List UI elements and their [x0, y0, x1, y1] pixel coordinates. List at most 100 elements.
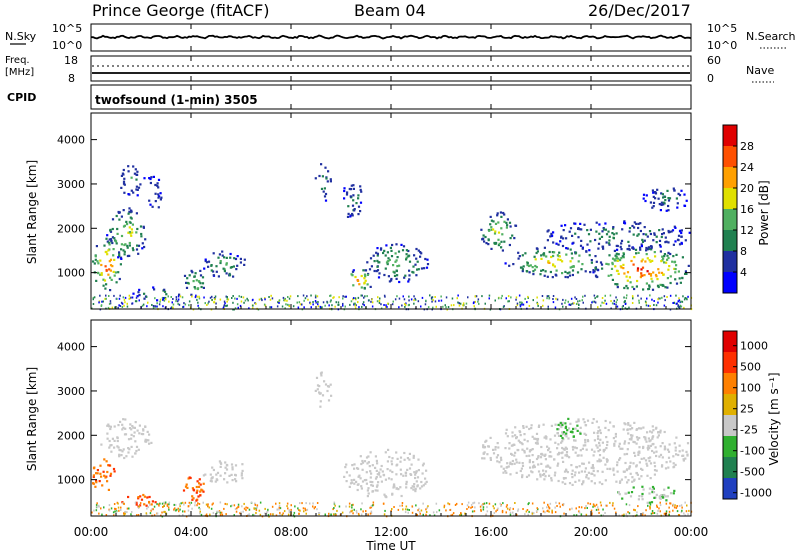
power-cell — [238, 295, 240, 298]
velocity-cell — [514, 451, 517, 454]
velocity-cell — [657, 434, 660, 437]
velocity-cell — [297, 507, 299, 510]
power-cell — [113, 274, 116, 277]
velocity-cell — [106, 437, 109, 440]
power-cell — [442, 305, 444, 308]
power-cell — [681, 300, 684, 303]
velocity-cell — [390, 463, 394, 466]
power-cell — [577, 236, 580, 239]
velocity-cell — [536, 439, 539, 442]
velocity-cell — [163, 501, 165, 504]
velocity-cell — [345, 505, 347, 508]
velocity-cell — [177, 507, 179, 510]
power-cell — [561, 302, 563, 305]
velocity-cell — [525, 425, 528, 428]
power-cell — [105, 294, 107, 297]
power-cell — [387, 257, 390, 260]
power-cell — [377, 276, 381, 279]
velocity-cell — [139, 502, 142, 505]
velocity-cell — [535, 442, 538, 445]
velocity-cell — [628, 467, 631, 470]
velocity-cell — [537, 463, 540, 466]
power-cell — [148, 177, 151, 180]
power-cell — [206, 304, 208, 306]
power-cell — [646, 235, 649, 238]
velocity-cell — [569, 422, 572, 425]
power-cell — [641, 240, 645, 243]
velocity-cell — [211, 466, 214, 469]
power-cell — [221, 254, 224, 257]
velocity-cell — [540, 445, 543, 449]
velocity-cell — [532, 461, 535, 464]
power-cell — [254, 302, 256, 305]
velocity-cell — [138, 432, 141, 435]
velocity-cell — [599, 438, 602, 441]
velocity-cell — [595, 420, 598, 423]
power-cell — [521, 254, 524, 257]
power-cell — [119, 305, 122, 307]
velocity-cell — [247, 514, 249, 517]
velocity-cell — [632, 486, 635, 489]
velocity-cell — [505, 471, 508, 474]
power-cell — [500, 246, 503, 249]
velocity-cell — [598, 458, 601, 461]
power-cell — [647, 246, 650, 249]
power-cell — [331, 304, 333, 307]
power-cell — [123, 298, 126, 301]
velocity-cell — [665, 499, 668, 502]
power-cell — [134, 168, 137, 171]
power-cell — [650, 248, 653, 251]
velocity-cell — [673, 506, 676, 509]
velocity-cell — [351, 504, 353, 507]
velocity-cell — [240, 511, 242, 514]
velocity-cell — [646, 464, 649, 467]
power-cell — [640, 245, 643, 248]
velocity-cell — [515, 513, 518, 516]
velocity-cell — [219, 474, 222, 477]
velocity-cell — [623, 442, 626, 445]
velocity-cell — [449, 509, 451, 511]
velocity-cell — [391, 493, 394, 496]
velocity-cell — [417, 458, 420, 461]
power-cell — [320, 187, 324, 190]
power-cell — [211, 295, 213, 298]
velocity-cell — [148, 442, 151, 445]
velocity-cell — [101, 484, 104, 487]
nave-tick-bottom: 0 — [707, 72, 714, 85]
velocity-cell — [99, 472, 102, 475]
power-cell — [569, 248, 572, 251]
power-cell — [126, 305, 129, 308]
power-cell — [243, 301, 245, 304]
velocity-cell — [365, 510, 367, 513]
power-cell — [106, 253, 109, 256]
velocity-cell — [240, 472, 243, 475]
velocity-cell — [497, 507, 499, 510]
power-cell — [622, 252, 625, 255]
velocity-cell — [593, 450, 596, 453]
power-cell — [521, 270, 524, 273]
power-cell — [647, 304, 650, 307]
power-cell — [234, 257, 238, 261]
velocity-colorbar-segment — [723, 352, 737, 373]
power-cell — [554, 306, 557, 309]
velocity-cell — [321, 394, 325, 397]
velocity-cell — [577, 418, 580, 421]
velocity-cell — [591, 472, 594, 475]
power-cell — [281, 305, 284, 308]
power-cell — [539, 273, 542, 276]
power-cell — [642, 233, 645, 236]
velocity-cell — [557, 462, 560, 465]
power-cell — [118, 277, 121, 281]
velocity-cell — [380, 480, 383, 483]
power-cell — [217, 256, 220, 259]
power-colorbar-label: Power [dB] — [757, 180, 771, 245]
velocity-cell — [151, 508, 153, 511]
velocity-cell — [460, 512, 462, 515]
velocity-cell — [544, 470, 548, 473]
velocity-cell — [642, 488, 645, 491]
power-cell — [570, 297, 573, 300]
power-colorbar-segment — [723, 230, 737, 251]
velocity-cell — [590, 448, 594, 451]
power-cell — [680, 300, 682, 303]
